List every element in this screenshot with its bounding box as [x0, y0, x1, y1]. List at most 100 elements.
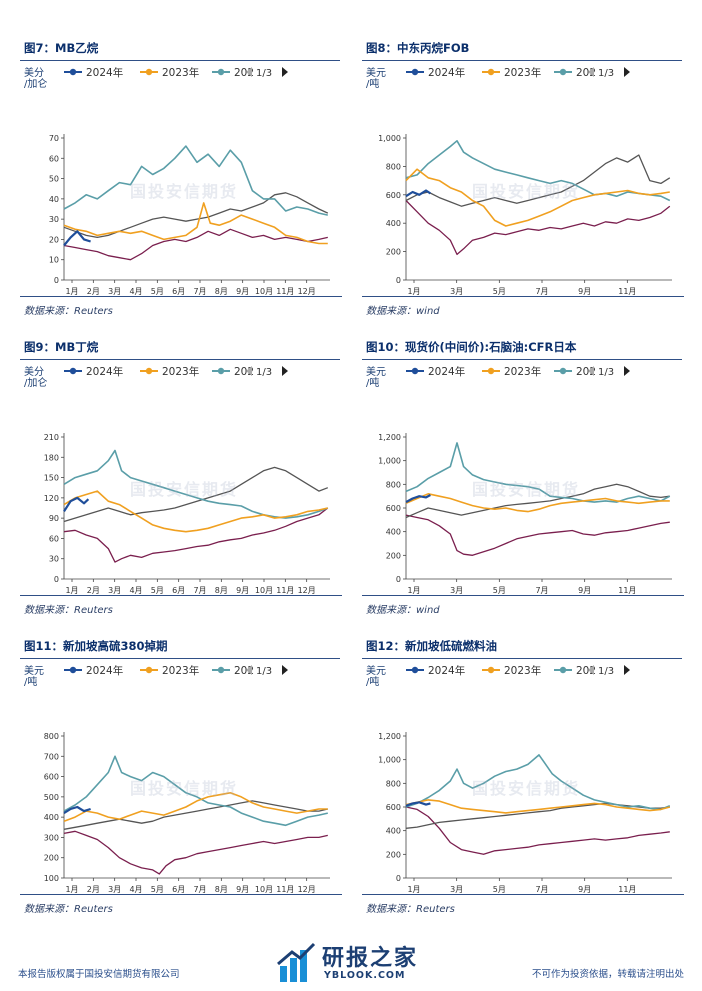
x-tick-label: 3月: [450, 885, 463, 894]
x-tick-label: 5月: [151, 586, 164, 595]
x-tick-label: 9月: [236, 287, 249, 296]
legend-prev-icon[interactable]: [246, 665, 252, 675]
y-tick-label: 30: [49, 215, 59, 224]
legend-label: 2023年: [162, 664, 199, 677]
x-tick-label: 1月: [407, 586, 420, 595]
legend-next-icon[interactable]: [624, 366, 630, 376]
x-tick-label: 11月: [276, 287, 294, 296]
x-tick-label: 1月: [65, 586, 78, 595]
source-divider: [362, 296, 684, 297]
x-tick-label: 9月: [236, 586, 249, 595]
legend-prev-icon[interactable]: [588, 67, 594, 77]
legend-next-icon[interactable]: [282, 366, 288, 376]
x-tick-label: 12月: [298, 885, 316, 894]
x-tick-label: 1月: [65, 287, 78, 296]
source-text: 数据来源：Reuters: [24, 904, 113, 915]
x-tick-label: 7月: [535, 287, 548, 296]
y-tick-label: 300: [44, 833, 59, 842]
source-text: 数据来源：Reuters: [24, 605, 113, 616]
x-tick-label: 11月: [618, 586, 636, 595]
y-tick-label: 500: [44, 793, 59, 802]
legend-page: 1/3: [598, 666, 614, 677]
x-tick-label: 2月: [87, 586, 100, 595]
x-tick-label: 7月: [535, 586, 548, 595]
series-line-2024年: [405, 494, 431, 504]
legend-marker: [487, 367, 495, 375]
y-tick-label: 600: [386, 803, 401, 812]
y-tick-label: 700: [44, 752, 59, 761]
legend-prev-icon[interactable]: [246, 67, 252, 77]
y-tick-label: 400: [386, 219, 401, 228]
y-tick-label: 0: [396, 874, 401, 883]
footer-copyright: 本报告版权属于国投安信期货有限公司: [18, 969, 180, 980]
y-tick-label: 0: [396, 575, 401, 584]
series-line-2021年: [405, 802, 670, 829]
y-tick-label: 50: [49, 175, 59, 184]
x-tick-label: 2月: [87, 287, 100, 296]
series-line-2021年: [63, 466, 329, 523]
series-line-2022年: [405, 442, 671, 503]
x-tick-label: 1月: [407, 287, 420, 296]
site-logo[interactable]: 研报之家 YBLOOK.COM: [276, 940, 436, 986]
panel-fig9: 图9：MB丁烷 美分/加仑 2024年 2023年 202 1/3 0 30 60 90 120 1…: [20, 337, 346, 617]
footer-disclaimer: 不可作为投资依据，转载请注明出处: [531, 969, 684, 980]
legend-label: 2023年: [504, 66, 541, 79]
source-divider: [362, 595, 684, 596]
x-tick-label: 9月: [578, 885, 591, 894]
x-tick-label: 11月: [276, 885, 294, 894]
x-tick-label: 6月: [172, 586, 185, 595]
unit-label: /加仑: [24, 77, 47, 90]
panel-fig12: 图12：新加坡低硫燃料油 美元/吨 2024年 2023年 202 1/3 0 200 400…: [362, 636, 688, 916]
y-tick-label: 70: [49, 134, 59, 143]
legend-marker: [145, 68, 153, 76]
x-tick-label: 3月: [108, 287, 121, 296]
series-line-2024年: [405, 801, 431, 807]
legend-next-icon[interactable]: [282, 665, 288, 675]
legend-prev-icon[interactable]: [588, 665, 594, 675]
legend-next-icon[interactable]: [624, 67, 630, 77]
legend-page: 1/3: [256, 68, 272, 79]
x-tick-label: 5月: [151, 885, 164, 894]
chart-title: 图8：中东丙烷FOB: [362, 38, 682, 61]
x-tick-label: 6月: [172, 287, 185, 296]
y-tick-label: 600: [386, 504, 401, 513]
panel-fig10: 图10：现货价(中间价):石脑油:CFR日本 美元/吨 2024年 2023年 202…: [362, 337, 688, 617]
series-line-2021年: [405, 154, 671, 207]
series-line-2023年: [405, 799, 671, 814]
y-tick-label: 200: [386, 551, 401, 560]
source-divider: [362, 894, 684, 895]
legend-prev-icon[interactable]: [246, 366, 252, 376]
legend-label: 2024年: [86, 664, 123, 677]
legend-next-icon[interactable]: [282, 67, 288, 77]
bar-chart-logo-icon: [277, 942, 316, 982]
legend-prev-icon[interactable]: [588, 366, 594, 376]
legend-label: 2024年: [86, 365, 123, 378]
legend-label: 2023年: [504, 365, 541, 378]
legend-marker: [559, 367, 567, 375]
x-tick-label: 3月: [108, 586, 121, 595]
x-tick-label: 3月: [450, 287, 463, 296]
legend-marker: [145, 666, 153, 674]
series-line-2024年: [63, 230, 91, 247]
y-tick-label: 1,000: [378, 457, 401, 466]
x-tick-label: 7月: [193, 586, 206, 595]
legend-marker: [411, 68, 419, 76]
legend-label: 2024年: [86, 66, 123, 79]
legend-marker: [69, 367, 77, 375]
y-tick-label: 100: [44, 874, 59, 883]
y-tick-label: 400: [386, 528, 401, 537]
unit-label: 美元: [24, 664, 44, 677]
unit-label: 美元: [366, 664, 386, 677]
legend-marker: [411, 367, 419, 375]
y-tick-label: 1,200: [378, 732, 401, 741]
legend-marker: [217, 367, 225, 375]
unit-label: /吨: [366, 376, 379, 389]
x-tick-label: 10月: [255, 287, 273, 296]
source-text: 数据来源：Reuters: [366, 904, 455, 915]
y-tick-label: 200: [44, 854, 59, 863]
x-tick-label: 5月: [493, 287, 506, 296]
legend-next-icon[interactable]: [624, 665, 630, 675]
y-tick-label: 40: [49, 195, 59, 204]
legend-marker: [411, 666, 419, 674]
y-tick-label: 0: [396, 276, 401, 285]
